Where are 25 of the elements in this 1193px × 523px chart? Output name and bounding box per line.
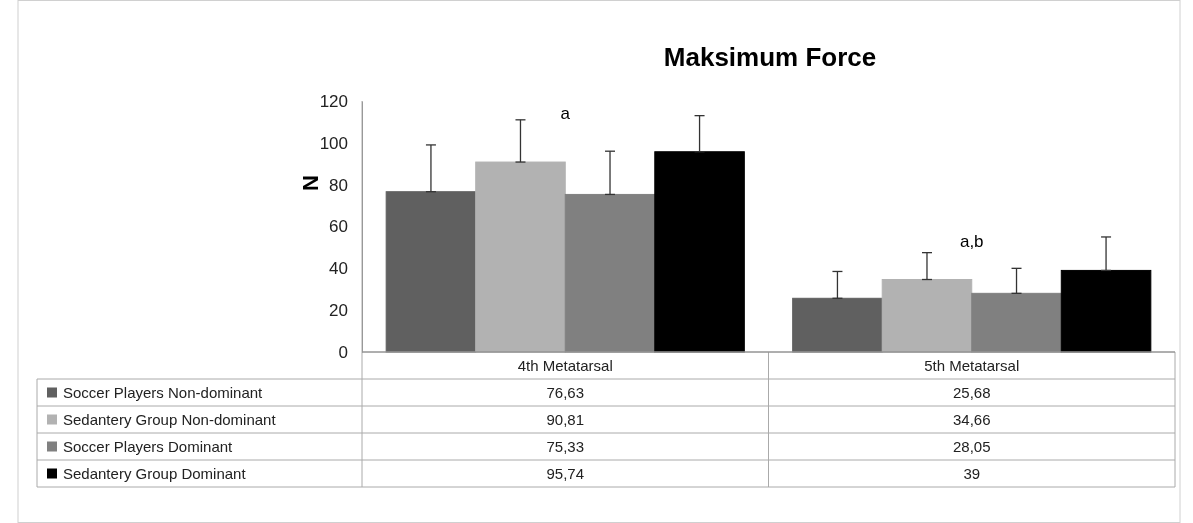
data-label: 39 xyxy=(963,464,981,482)
data-label: 34,66 xyxy=(952,410,991,428)
data-label: 76,63 xyxy=(546,383,585,401)
legend-label: Sedantery Group Non-dominant xyxy=(63,410,277,428)
y-tick-label: 120 xyxy=(319,91,348,111)
x-tick-label: 5th Metatarsal xyxy=(924,356,1020,374)
data-label: 75,33 xyxy=(546,437,585,455)
y-tick-label: 40 xyxy=(329,259,348,279)
x-tick-label: 4th Metatarsal xyxy=(517,356,613,374)
data-label: 95,74 xyxy=(546,464,585,482)
data-label: 25,68 xyxy=(952,383,991,401)
y-tick-label: 80 xyxy=(329,175,348,195)
legend-label: Soccer Players Non-dominant xyxy=(63,383,264,401)
y-tick-label: 100 xyxy=(319,133,348,153)
annotation: a xyxy=(560,103,571,123)
y-tick-label: 20 xyxy=(329,301,348,321)
legend-label: Sedantery Group Dominant xyxy=(63,464,247,482)
legend-label: Soccer Players Dominant xyxy=(63,437,234,455)
y-axis-title: N xyxy=(298,175,323,191)
annotation: a,b xyxy=(959,231,984,251)
data-label: 28,05 xyxy=(952,437,991,455)
y-tick-label: 0 xyxy=(338,342,348,362)
data-label: 90,81 xyxy=(546,410,585,428)
chart-title: Maksimum Force xyxy=(663,42,877,72)
y-tick-label: 60 xyxy=(329,217,348,237)
